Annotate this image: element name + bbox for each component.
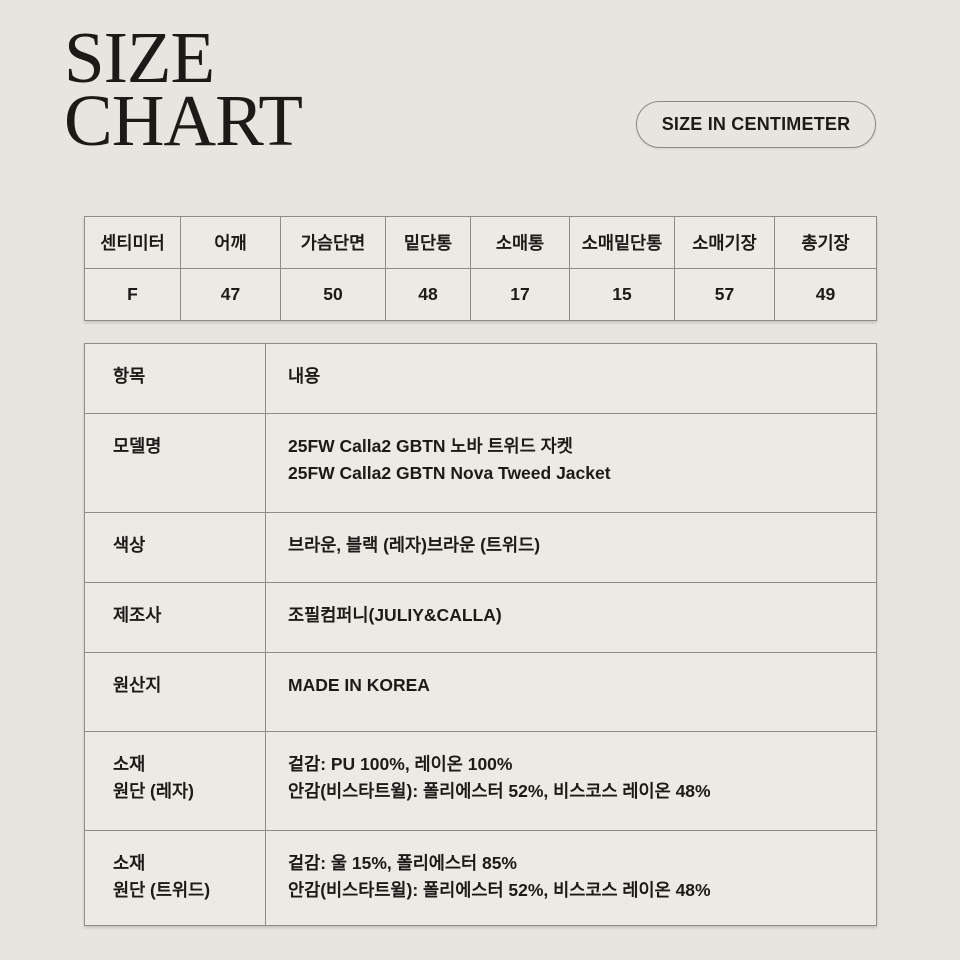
info-row-label: 소재 원단 (트위드): [84, 830, 266, 926]
info-value-text: 안감(비스타트윌): 폴리에스터 52%, 비스코스 레이온 48%: [288, 880, 711, 900]
size-col-total-length: 총기장: [774, 216, 877, 269]
info-row-origin: 원산지 MADE IN KOREA: [84, 652, 877, 732]
info-label-text: 원단 (레자): [113, 781, 194, 801]
info-row-value: 겉감: 울 15%, 폴리에스터 85% 안감(비스타트윌): 폴리에스터 52…: [265, 830, 877, 926]
info-row-model-name: 모델명 25FW Calla2 GBTN 노바 트위드 자켓 25FW Call…: [84, 413, 877, 513]
size-col-sleeve-width: 소매통: [470, 216, 570, 269]
page-title-line-1: SIZE: [64, 17, 215, 98]
size-col-hem: 밑단통: [385, 216, 471, 269]
size-col-unit: 센티미터: [84, 216, 181, 269]
info-value-text: 겉감: 울 15%, 폴리에스터 85%: [288, 853, 517, 873]
size-table-value-row: F 47 50 48 17 15 57 49: [84, 268, 877, 321]
info-row-value: MADE IN KOREA: [265, 652, 877, 732]
info-row-label: 색상: [84, 512, 266, 583]
size-col-shoulder: 어깨: [180, 216, 281, 269]
page-title: SIZE CHART: [64, 17, 303, 161]
info-header-label-text: 항목: [113, 366, 146, 386]
info-row-label: 제조사: [84, 582, 266, 653]
size-col-chest: 가슴단면: [280, 216, 386, 269]
info-value-text: 조필컴퍼니(JULIY&CALLA): [288, 605, 502, 625]
size-value-total-length: 49: [774, 268, 877, 321]
info-row-material-leather: 소재 원단 (레자) 겉감: PU 100%, 레이온 100% 안감(비스타트…: [84, 731, 877, 831]
size-unit-badge-label: SIZE IN CENTIMETER: [661, 114, 851, 134]
info-row-color: 색상 브라운, 블랙 (레자)브라운 (트위드): [84, 512, 877, 583]
info-value-text: 25FW Calla2 GBTN 노바 트위드 자켓: [288, 436, 573, 456]
size-value-chest: 50: [280, 268, 386, 321]
size-value-shoulder: 47: [180, 268, 281, 321]
info-label-text: 원산지: [113, 675, 162, 695]
size-value-sleeve-hem: 15: [569, 268, 675, 321]
info-label-text: 모델명: [113, 436, 162, 456]
size-col-sleeve-length: 소매기장: [674, 216, 775, 269]
info-row-material-tweed: 소재 원단 (트위드) 겉감: 울 15%, 폴리에스터 85% 안감(비스타트…: [84, 830, 877, 926]
info-value-text: MADE IN KOREA: [288, 675, 430, 695]
info-label-text: 제조사: [113, 605, 162, 625]
info-label-text: 원단 (트위드): [113, 880, 211, 900]
info-label-text: 색상: [113, 535, 146, 555]
info-header-label: 항목: [84, 343, 266, 414]
info-value-text: 겉감: PU 100%, 레이온 100%: [288, 754, 513, 774]
info-row-value: 조필컴퍼니(JULIY&CALLA): [265, 582, 877, 653]
size-unit-badge: SIZE IN CENTIMETER: [636, 101, 876, 148]
info-label-text: 소재: [113, 853, 146, 873]
info-header-value-text: 내용: [288, 366, 321, 386]
size-col-sleeve-hem: 소매밑단통: [569, 216, 675, 269]
info-row-label: 모델명: [84, 413, 266, 513]
info-row-label: 원산지: [84, 652, 266, 732]
info-table-header-row: 항목 내용: [84, 343, 877, 414]
info-value-text: 25FW Calla2 GBTN Nova Tweed Jacket: [288, 463, 611, 483]
size-measurements-table: 센티미터 어깨 가슴단면 밑단통 소매통 소매밑단통 소매기장 총기장 F 47…: [84, 216, 877, 321]
product-info-table: 항목 내용 모델명 25FW Calla2 GBTN 노바 트위드 자켓 25F…: [84, 343, 877, 926]
info-row-value: 겉감: PU 100%, 레이온 100% 안감(비스타트윌): 폴리에스터 5…: [265, 731, 877, 831]
info-label-text: 소재: [113, 754, 146, 774]
info-row-value: 브라운, 블랙 (레자)브라운 (트위드): [265, 512, 877, 583]
size-value-sleeve-width: 17: [470, 268, 570, 321]
info-header-value: 내용: [265, 343, 877, 414]
info-value-text: 안감(비스타트윌): 폴리에스터 52%, 비스코스 레이온 48%: [288, 781, 711, 801]
info-row-value: 25FW Calla2 GBTN 노바 트위드 자켓 25FW Calla2 G…: [265, 413, 877, 513]
size-table-header-row: 센티미터 어깨 가슴단면 밑단통 소매통 소매밑단통 소매기장 총기장: [84, 216, 877, 269]
size-value-sleeve-length: 57: [674, 268, 775, 321]
page-title-line-2: CHART: [64, 80, 303, 161]
info-row-label: 소재 원단 (레자): [84, 731, 266, 831]
size-value-hem: 48: [385, 268, 471, 321]
info-value-text: 브라운, 블랙 (레자)브라운 (트위드): [288, 535, 541, 555]
info-row-manufacturer: 제조사 조필컴퍼니(JULIY&CALLA): [84, 582, 877, 653]
size-value-size: F: [84, 268, 181, 321]
